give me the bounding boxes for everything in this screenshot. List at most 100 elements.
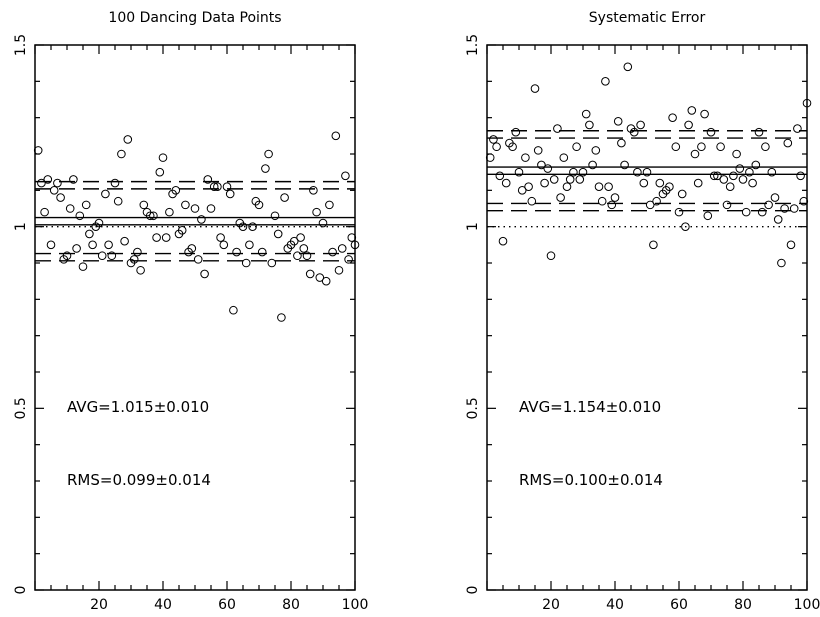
data-point <box>521 153 530 162</box>
data-point <box>187 244 197 253</box>
data-point <box>671 142 681 152</box>
data-point <box>761 142 770 152</box>
data-point <box>575 175 585 184</box>
data-point <box>123 135 133 144</box>
data-point <box>543 164 553 173</box>
data-point <box>101 189 110 199</box>
data-point <box>802 98 812 108</box>
avg-annotation-left: AVG=1.015±0.010 <box>67 398 209 416</box>
chart-title-left: 100 Dancing Data Points <box>108 10 281 26</box>
data-point <box>492 142 501 152</box>
data-point <box>687 106 697 115</box>
data-point <box>617 138 626 148</box>
x-tick-label: 80 <box>734 597 752 613</box>
data-point <box>607 200 617 210</box>
data-point <box>709 171 719 181</box>
x-tick-label: 60 <box>670 597 688 613</box>
data-point <box>716 142 725 152</box>
data-point <box>594 182 604 191</box>
reference-lines-right <box>487 130 807 228</box>
data-point <box>741 207 751 217</box>
x-tick-label: 80 <box>282 597 300 613</box>
data-point <box>88 240 97 250</box>
data-point <box>350 240 360 250</box>
data-point <box>706 127 716 137</box>
data-point <box>511 127 521 137</box>
axis-ticks-left: 20 40 60 80 100 0 0.5 1 1.5 <box>13 34 368 613</box>
data-points-right <box>485 62 812 268</box>
plot-frame-left <box>34 44 356 591</box>
avg-annotation-right: AVG=1.154±0.010 <box>519 398 661 416</box>
data-point <box>498 236 508 246</box>
data-point <box>501 178 511 188</box>
data-point <box>328 247 337 257</box>
data-point <box>655 178 665 188</box>
data-point <box>232 247 241 257</box>
data-point <box>524 182 533 191</box>
x-tick-label: 20 <box>542 597 560 613</box>
data-point <box>158 153 168 162</box>
data-point <box>764 200 773 210</box>
data-point <box>293 251 302 261</box>
data-point <box>629 127 639 137</box>
data-point <box>104 240 113 250</box>
data-point <box>110 178 120 188</box>
x-tick-label: 60 <box>218 597 236 613</box>
data-point <box>553 124 562 133</box>
data-point <box>757 207 767 217</box>
data-point <box>222 182 232 191</box>
data-point <box>270 211 280 221</box>
data-point <box>344 255 353 264</box>
data-point <box>559 153 569 162</box>
data-point <box>46 240 56 250</box>
panel-left: 100 Dancing Data Points 20 40 60 80 100 0 0.5 1… <box>13 10 368 613</box>
data-point <box>677 189 687 199</box>
data-point <box>136 265 145 275</box>
data-point <box>652 196 661 206</box>
data-point <box>569 167 578 177</box>
y-tick-label: 0 <box>465 586 481 595</box>
x-tick-label: 20 <box>90 597 108 613</box>
data-point <box>780 204 789 213</box>
data-point <box>312 207 321 217</box>
data-point <box>585 120 594 130</box>
data-point <box>533 146 543 155</box>
data-point <box>703 211 713 221</box>
data-point <box>133 247 142 257</box>
data-point <box>277 313 286 322</box>
data-point <box>69 175 78 184</box>
reference-lines-left <box>35 180 355 262</box>
data-point <box>786 240 796 250</box>
data-point <box>225 189 235 199</box>
data-point <box>642 167 652 177</box>
data-point <box>129 255 139 264</box>
data-point <box>318 218 328 228</box>
data-point <box>321 276 331 286</box>
data-point <box>735 164 745 173</box>
data-point <box>636 120 645 130</box>
x-tick-label: 100 <box>342 597 369 613</box>
data-point <box>165 207 174 217</box>
data-point <box>770 193 780 202</box>
data-point <box>777 258 786 268</box>
axis-ticks-right: 20 40 60 80 100 0 0.5 1 1.5 <box>465 34 820 613</box>
data-point <box>649 240 658 250</box>
data-point <box>305 269 315 279</box>
data-point <box>578 167 588 177</box>
data-point <box>681 222 690 231</box>
data-point <box>241 258 251 268</box>
data-point <box>623 62 633 72</box>
data-point <box>197 215 206 224</box>
data-point <box>65 204 75 213</box>
panel-right: Systematic Error 20 40 60 80 100 0 0.5 1 1.5 AVG… <box>465 10 820 613</box>
data-point <box>261 164 270 173</box>
data-point <box>495 171 505 181</box>
data-point <box>203 175 213 184</box>
data-point <box>517 186 527 195</box>
data-point <box>325 200 334 210</box>
x-tick-label: 100 <box>794 597 820 613</box>
data-point <box>302 251 312 261</box>
data-point <box>745 167 754 177</box>
data-point <box>581 109 591 119</box>
plot-frame-right <box>486 44 808 591</box>
